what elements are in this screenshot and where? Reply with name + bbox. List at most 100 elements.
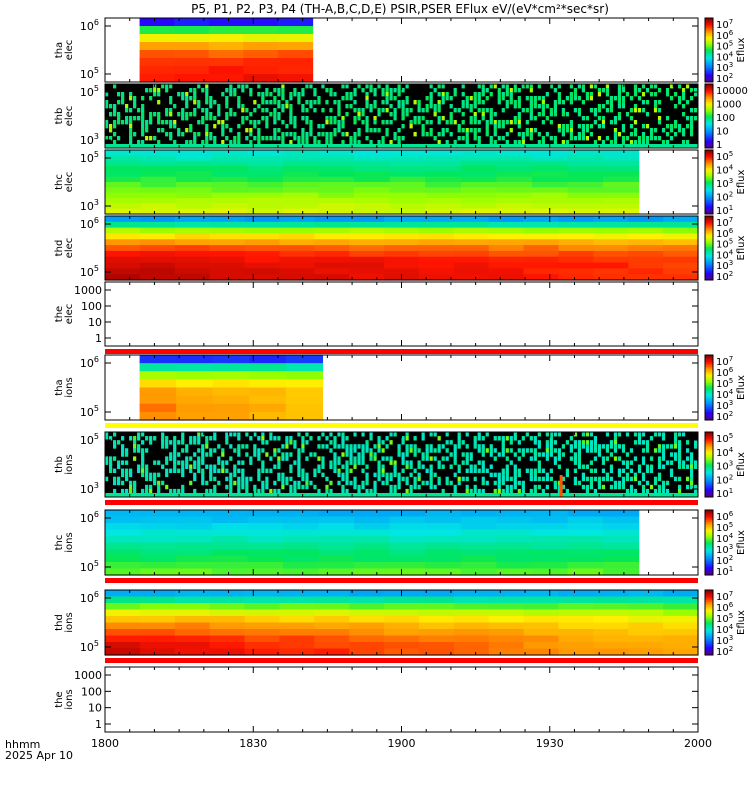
- spectrogram-cell: [349, 104, 353, 109]
- spectrogram-cell: [244, 642, 281, 650]
- spectrogram-cell: [641, 440, 646, 445]
- spectrogram-cell: [305, 432, 309, 437]
- spectrogram-cell: [117, 92, 121, 97]
- spectrogram-cell: [277, 136, 281, 141]
- spectrogram-cell: [663, 635, 699, 643]
- spectrogram-cell: [281, 84, 285, 89]
- spectrogram-cell: [449, 132, 453, 137]
- spectrogram-cell: [421, 452, 425, 457]
- spectrogram-cell: [213, 100, 217, 105]
- spectrogram-cell: [418, 239, 455, 246]
- spectrogram-cell: [265, 136, 269, 141]
- spectrogram-cell: [545, 440, 549, 445]
- spectrogram-cell: [617, 96, 622, 101]
- spectrogram-cell: [613, 484, 618, 490]
- spectrogram-cell: [645, 488, 650, 494]
- spectrogram-cell: [241, 108, 245, 113]
- spectrogram-cell: [488, 590, 525, 598]
- spectrogram-cell: [689, 132, 694, 137]
- spectrogram-cell: [513, 468, 517, 474]
- spectrogram-cell: [477, 128, 481, 133]
- time-axis-corner-label: hhmm: [5, 738, 40, 751]
- spectrogram-cell: [531, 529, 569, 537]
- spectrogram-cell: [628, 609, 664, 617]
- spectrogram-cell: [281, 96, 285, 101]
- spectrogram-cell: [425, 549, 462, 557]
- colorbar-cell: [705, 590, 713, 593]
- colorbar-cell: [705, 477, 713, 480]
- spectrogram-cell: [603, 160, 640, 167]
- spectrogram-cell: [193, 100, 197, 105]
- spectrogram-cell: [389, 187, 426, 194]
- spectrogram-cell: [628, 256, 664, 264]
- spectrogram-cell: [418, 227, 455, 235]
- colorbar-cell: [705, 361, 713, 364]
- colorbar-cell: [705, 514, 713, 518]
- spectrogram-cell: [141, 468, 145, 474]
- spectrogram-cell: [561, 444, 565, 449]
- spectrogram-cell: [461, 104, 465, 109]
- spectrogram-cell: [561, 128, 565, 133]
- spectrogram-cell: [488, 268, 525, 275]
- spectrogram-cell: [485, 448, 489, 453]
- spectrogram-cell: [185, 456, 189, 461]
- colorbar-cell: [705, 78, 713, 81]
- spectrogram-cell: [245, 452, 249, 457]
- colorbar-cell: [705, 108, 713, 111]
- spectrogram-cell: [397, 100, 401, 105]
- spectrogram-cell: [157, 120, 161, 125]
- spectrogram-cell: [121, 468, 125, 474]
- spectrogram-cell: [649, 132, 654, 137]
- spectrogram-cell: [437, 92, 441, 97]
- spectrogram-cell: [549, 432, 553, 437]
- spectrogram-cell: [429, 92, 433, 97]
- spectrogram-cell: [301, 140, 305, 145]
- spectrogram-cell: [577, 456, 582, 461]
- spectrogram-cell: [677, 476, 682, 482]
- spectrogram-cell: [269, 100, 273, 105]
- colorbar-cell: [705, 490, 713, 493]
- spectrogram-cell: [277, 448, 281, 453]
- spectrogram-cell: [105, 523, 142, 531]
- spectrogram-cell: [139, 34, 175, 43]
- spectrogram-cell: [345, 476, 349, 482]
- spectrogram-cell: [657, 100, 662, 105]
- spectrogram-cell: [523, 256, 560, 264]
- spectrogram-cell: [369, 448, 373, 453]
- spectrogram-cell: [523, 227, 560, 235]
- spectrogram-cell: [477, 444, 481, 449]
- spectrogram-cell: [225, 112, 229, 117]
- spectrogram-cell: [481, 108, 485, 113]
- spectrogram-cell: [211, 182, 248, 188]
- spectrogram-cell: [477, 448, 481, 453]
- spectrogram-cell: [201, 480, 205, 486]
- spectrogram-cell: [545, 452, 549, 457]
- spectrogram-cell: [201, 472, 205, 478]
- spectrogram-cell: [453, 233, 490, 240]
- spectrogram-cell: [279, 268, 315, 275]
- spectrogram-cell: [354, 192, 391, 199]
- spectrogram-cell: [113, 104, 117, 109]
- spectrogram-cell: [561, 112, 565, 117]
- spectrogram-cell: [317, 140, 321, 145]
- spectrogram-cell: [176, 192, 213, 199]
- spectrogram-cell: [401, 476, 405, 482]
- spectrogram-cell: [205, 488, 209, 494]
- spectrogram-cell: [129, 136, 133, 141]
- spectrogram-cell: [529, 472, 533, 478]
- spectrogram-cell: [277, 66, 314, 75]
- spectrogram-cell: [389, 155, 426, 162]
- spectrogram-cell: [613, 448, 618, 453]
- spectrogram-cell: [460, 155, 497, 162]
- spectrogram-cell: [389, 484, 393, 490]
- spectrogram-cell: [461, 120, 465, 125]
- spectrogram-cell: [561, 476, 565, 482]
- spectrogram-cell: [523, 274, 560, 281]
- panel-frame: [104, 281, 699, 347]
- spectrogram-cell: [265, 120, 269, 125]
- spectrogram-cell: [669, 124, 674, 129]
- spectrogram-cell: [496, 182, 533, 188]
- spectrogram-cell: [628, 642, 664, 650]
- spectrogram-cell: [261, 92, 265, 97]
